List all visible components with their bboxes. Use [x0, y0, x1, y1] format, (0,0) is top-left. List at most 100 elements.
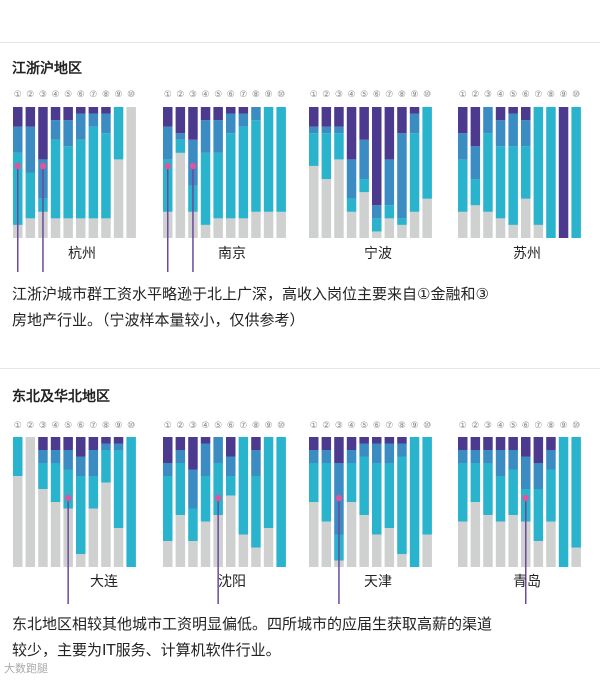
- bar-8-segment-1: [397, 554, 407, 567]
- bar-3-segment-4: [188, 437, 198, 470]
- tick-label-10: ⑩: [423, 421, 431, 431]
- bar-1-segment-2: [13, 437, 23, 476]
- tick-label-1: ①: [164, 421, 172, 431]
- bar-5-segment-3: [63, 450, 73, 470]
- tick-label-10: ⑩: [127, 421, 135, 431]
- bar-9-segment-2: [263, 437, 274, 528]
- bar-4-segment-3: [50, 450, 61, 463]
- bar-2-segment-4: [175, 107, 186, 134]
- tick-label-5: ⑤: [360, 90, 368, 100]
- bar-4-segment-2: [346, 198, 357, 212]
- bar-5-segment-3: [508, 450, 518, 470]
- bar-8-segment-2: [251, 476, 261, 548]
- city-label: 大连: [90, 574, 118, 590]
- tick-label-8: ⑧: [398, 421, 406, 431]
- bar-6-segment-4: [76, 107, 86, 114]
- bar-7-segment-1: [238, 218, 249, 238]
- bar-7-segment-2: [384, 205, 395, 219]
- bar-6-segment-4: [76, 437, 86, 457]
- bar-5-segment-1: [63, 218, 73, 238]
- bar-7-segment-2: [384, 463, 395, 528]
- bar-10-segment-2: [571, 437, 581, 548]
- tick-label-1: ①: [459, 90, 467, 100]
- bar-3-segment-2: [38, 463, 48, 489]
- bar-7-segment-2: [238, 437, 249, 535]
- tick-label-1: ①: [14, 421, 22, 431]
- highlight-dot-1: [164, 162, 171, 170]
- bar-2-segment-1: [25, 218, 36, 238]
- bar-9-segment-2: [113, 107, 124, 160]
- bar-4-segment-4: [346, 437, 357, 450]
- bar-6-segment-1: [76, 554, 86, 567]
- bar-2-segment-1: [470, 502, 481, 567]
- bar-4-segment-2: [50, 463, 61, 502]
- tick-label-1: ①: [310, 421, 318, 431]
- bar-7-segment-2: [88, 126, 99, 219]
- caption-dongbei-huabei-line1: 东北地区相较其他城市工资明显偏低。四所城市的应届生获取高薪的渠道: [12, 615, 493, 633]
- bar-5-segment-2: [359, 179, 369, 193]
- tick-label-3: ③: [189, 90, 197, 100]
- bar-7-segment-3: [384, 159, 395, 206]
- bar-6-segment-1: [226, 495, 236, 567]
- tick-label-6: ⑥: [227, 90, 235, 100]
- bar-8-segment-3: [101, 443, 111, 450]
- tick-label-2: ②: [471, 90, 479, 100]
- city-label: 宁波: [364, 245, 392, 262]
- bar-7-segment-1: [533, 224, 544, 238]
- tick-label-6: ⑥: [373, 421, 381, 431]
- tick-label-7: ⑦: [385, 421, 393, 431]
- top-divider: [0, 42, 600, 43]
- bar-1-segment-1: [163, 541, 173, 567]
- bar-1-segment-4: [309, 107, 319, 127]
- bar-10-segment-1: [422, 534, 432, 567]
- tick-label-5: ⑤: [64, 421, 72, 431]
- bar-1-segment-3: [163, 463, 173, 476]
- bar-9-segment-3: [113, 443, 124, 450]
- bar-9-segment-3: [409, 113, 420, 134]
- highlight-dot-1: [335, 494, 343, 502]
- bar-5-segment-4: [63, 437, 73, 450]
- bar-6-segment-4: [226, 107, 236, 114]
- chart-1: ① ② ③ ④ ⑤ ⑥ ⑦ ⑧ ⑨ ⑩ 南京: [163, 90, 286, 272]
- tick-label-1: ①: [310, 90, 318, 100]
- bar-4-segment-1: [50, 502, 61, 567]
- tick-label-3: ③: [335, 421, 343, 431]
- bar-4-segment-4: [50, 437, 61, 450]
- tick-label-3: ③: [484, 421, 492, 431]
- bar-8-segment-3: [546, 450, 556, 470]
- bar-4-segment-1: [200, 224, 211, 238]
- bar-2-segment-3: [25, 126, 36, 173]
- chart-5: ① ② ③ ④ ⑤ ⑥ ⑦ ⑧ ⑨ ⑩ 沈阳: [163, 421, 286, 604]
- bar-6-segment-3: [226, 113, 236, 134]
- bar-5-segment-4: [63, 107, 73, 121]
- tick-label-5: ⑤: [509, 421, 517, 431]
- bar-3-segment-3: [188, 469, 198, 509]
- bar-3-segment-3: [38, 450, 48, 463]
- bar-9-segment-1: [113, 159, 124, 238]
- bar-6-segment-3: [521, 120, 531, 147]
- bar-2-segment-1: [321, 521, 332, 567]
- bar-10-segment-2: [126, 437, 136, 567]
- bar-1-segment-4: [458, 107, 468, 134]
- tick-label-9: ⑨: [411, 421, 419, 431]
- bar-7-segment-1: [384, 218, 395, 238]
- chart-7: ① ② ③ ④ ⑤ ⑥ ⑦ ⑧ ⑨ ⑩ 青岛: [458, 421, 581, 604]
- bar-6-segment-1: [521, 198, 531, 238]
- bar-1-segment-1: [458, 521, 468, 567]
- bar-6-segment-4: [521, 107, 531, 121]
- bar-9-segment-1: [263, 211, 274, 238]
- tick-label-4: ④: [348, 90, 356, 100]
- bar-2-segment-4: [175, 437, 186, 450]
- bar-2-segment-3: [175, 450, 186, 463]
- bar-5-segment-1: [508, 224, 518, 238]
- bar-7-segment-4: [533, 437, 544, 463]
- bar-3-segment-3: [483, 450, 493, 463]
- tick-label-3: ③: [39, 421, 47, 431]
- tick-label-9: ⑨: [115, 90, 123, 100]
- bar-2-segment-4: [25, 107, 36, 127]
- bar-8-segment-2: [397, 456, 407, 554]
- section-divider: [0, 368, 600, 369]
- tick-label-5: ⑤: [509, 90, 517, 100]
- bar-9-segment-2: [409, 437, 420, 567]
- tick-label-2: ②: [322, 90, 330, 100]
